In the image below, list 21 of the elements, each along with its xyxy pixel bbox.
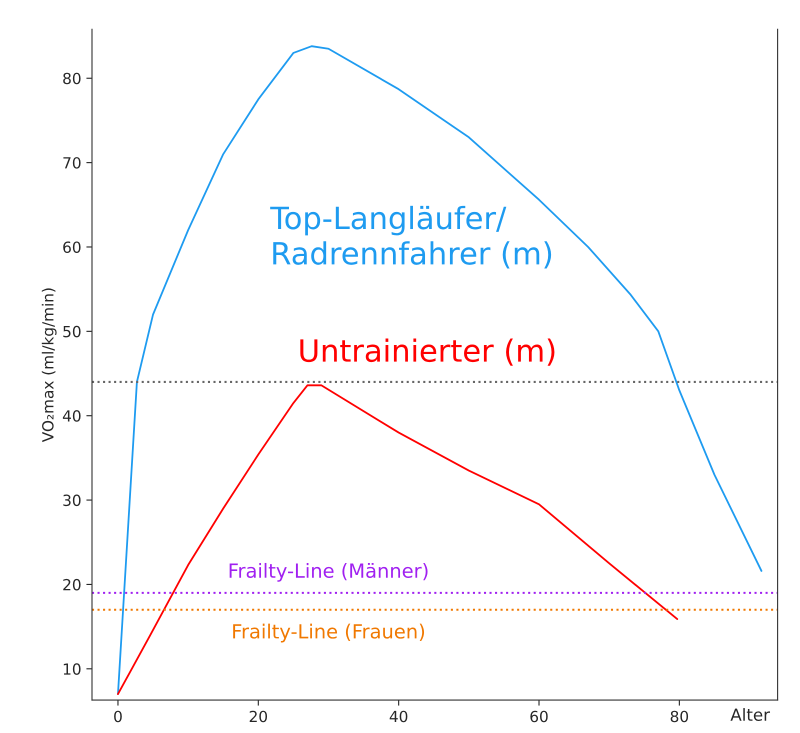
line-series <box>117 384 678 696</box>
x-tick-label: 80 <box>670 710 688 722</box>
y-tick-label: 70 <box>63 157 81 169</box>
y-tick-label: 20 <box>63 578 81 590</box>
x-tick-label: 40 <box>390 710 408 722</box>
line-series <box>117 45 762 696</box>
y-axis-title: VO₂max (ml/kg/min) <box>42 288 57 442</box>
y-tick-label: 40 <box>62 410 81 422</box>
y-tick-label: 50 <box>63 326 81 338</box>
x-tick-label: 0 <box>114 710 122 722</box>
y-tick-label: 80 <box>63 72 81 84</box>
y-tick-label: 60 <box>63 241 81 253</box>
ref-line-label: Frailty-Line (Frauen) <box>233 624 424 642</box>
x-tick-label: 60 <box>530 710 548 722</box>
series-label: Untrainierter (m) <box>300 338 554 366</box>
series-label: Top-Langläufer/ Radrennfahrer (m) <box>270 206 552 268</box>
ref-line-label: Frailty-Line (Männer) <box>230 562 428 582</box>
x-axis-title: Alter <box>730 708 770 721</box>
y-tick-label: 10 <box>64 663 81 675</box>
y-tick-label: 30 <box>63 494 81 506</box>
x-tick-label: 20 <box>250 710 268 722</box>
